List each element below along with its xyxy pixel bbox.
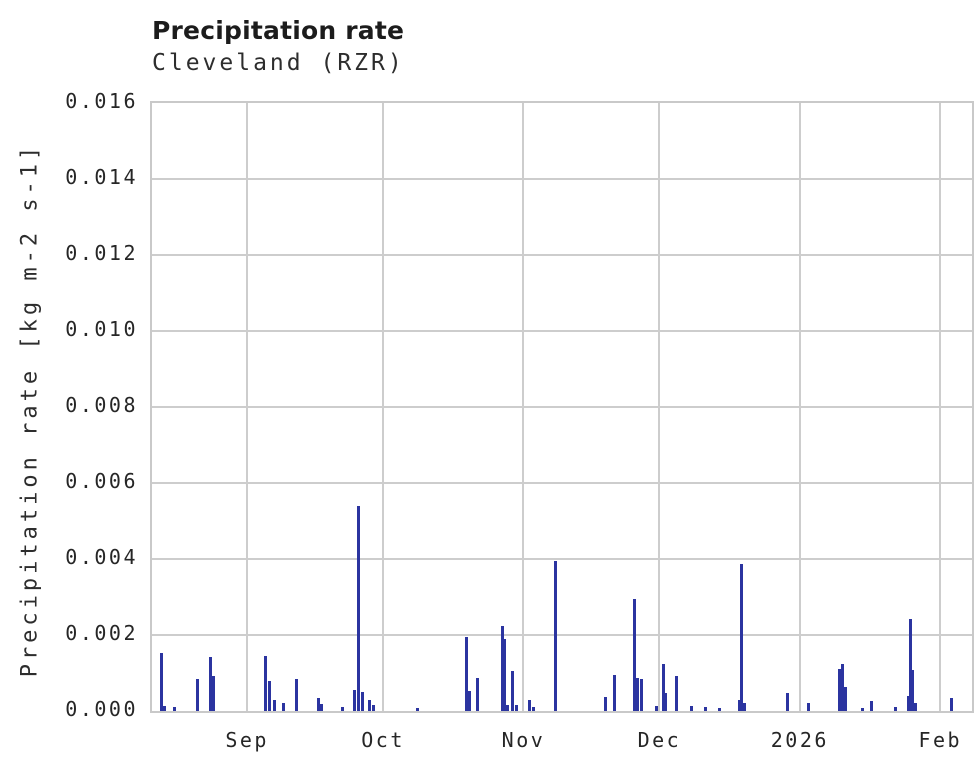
x-tick-label: 2026 bbox=[770, 728, 829, 752]
chart-title: Precipitation rate bbox=[152, 16, 405, 45]
precipitation-bar bbox=[613, 674, 617, 711]
precipitation-bar bbox=[281, 703, 285, 711]
precipitation-bar bbox=[554, 560, 558, 711]
precipitation-bar bbox=[675, 675, 679, 711]
precipitation-bar bbox=[742, 703, 746, 711]
precipitation-bar bbox=[209, 656, 213, 711]
precipitation-bar bbox=[718, 707, 722, 711]
y-tick-label: 0.004 bbox=[65, 545, 138, 569]
precipitation-bar bbox=[173, 707, 177, 711]
precipitation-bar bbox=[195, 679, 199, 711]
precipitation-bar bbox=[633, 599, 637, 711]
y-tick-label: 0.012 bbox=[65, 241, 138, 265]
precipitation-bar bbox=[316, 697, 320, 711]
precipitation-bar bbox=[367, 700, 371, 711]
precipitation-bar bbox=[843, 687, 847, 711]
chart-subtitle: Cleveland (RZR) bbox=[152, 50, 405, 76]
precipitation-bar bbox=[467, 690, 471, 711]
y-tick-label: 0.008 bbox=[65, 393, 138, 417]
precipitation-bar bbox=[159, 653, 163, 711]
precipitation-bar bbox=[320, 704, 324, 711]
precipitation-bar bbox=[639, 678, 643, 711]
gridline-horizontal bbox=[152, 178, 972, 180]
precipitation-bar bbox=[740, 564, 744, 711]
precipitation-bar bbox=[503, 638, 507, 711]
gridline-horizontal bbox=[152, 254, 972, 256]
precipitation-bar bbox=[268, 681, 272, 711]
precipitation-bar bbox=[785, 692, 789, 711]
precipitation-bar bbox=[340, 707, 344, 711]
precipitation-bar bbox=[356, 505, 360, 711]
precipitation-bar bbox=[838, 669, 842, 711]
gridline-horizontal bbox=[152, 406, 972, 408]
precipitation-bar bbox=[212, 676, 216, 711]
x-tick-label: Sep bbox=[225, 728, 269, 752]
plot-area bbox=[150, 101, 974, 713]
y-axis-tick-labels: 0.000 0.002 0.004 0.006 0.008 0.010 0.012 0.014… bbox=[0, 91, 138, 719]
y-tick-label: 0.016 bbox=[65, 89, 138, 113]
precipitation-bar bbox=[893, 707, 897, 711]
precipitation-bar bbox=[465, 636, 469, 711]
precipitation-bar bbox=[352, 690, 356, 711]
precipitation-bar bbox=[655, 706, 659, 711]
y-tick-label: 0.010 bbox=[65, 317, 138, 341]
precipitation-bar bbox=[361, 692, 365, 711]
x-tick-label: Nov bbox=[501, 728, 546, 752]
precipitation-bar bbox=[860, 707, 864, 711]
y-tick-label: 0.006 bbox=[65, 469, 138, 493]
precipitation-bar bbox=[263, 655, 267, 711]
precipitation-bar bbox=[806, 703, 810, 711]
precipitation-bar bbox=[635, 677, 639, 711]
precipitation-bar bbox=[664, 692, 668, 711]
gridline-vertical bbox=[798, 103, 801, 711]
precipitation-bar bbox=[505, 704, 509, 711]
y-tick-label: 0.002 bbox=[65, 621, 138, 645]
precipitation-bar bbox=[690, 705, 694, 711]
precipitation-bar bbox=[604, 696, 608, 711]
precipitation-bar bbox=[372, 705, 376, 711]
precipitation-bar bbox=[906, 695, 910, 711]
precipitation-bar bbox=[704, 707, 708, 711]
gridline-vertical bbox=[939, 103, 942, 711]
gridline-horizontal bbox=[152, 558, 972, 560]
precipitation-bar bbox=[511, 671, 515, 711]
precipitation-bar bbox=[416, 707, 420, 711]
x-tick-label: Oct bbox=[361, 728, 405, 752]
precipitation-bar bbox=[501, 626, 505, 711]
y-tick-label: 0.000 bbox=[65, 697, 138, 721]
x-tick-label: Dec bbox=[637, 728, 682, 752]
precipitation-bar bbox=[476, 677, 480, 711]
precipitation-bar bbox=[515, 705, 519, 711]
precipitation-bar bbox=[295, 678, 299, 711]
gridline-vertical bbox=[658, 103, 661, 711]
y-tick-label: 0.014 bbox=[65, 165, 138, 189]
precipitation-bar bbox=[911, 670, 915, 711]
gridline-vertical bbox=[246, 103, 249, 711]
precipitation-bar bbox=[162, 706, 166, 711]
gridline-horizontal bbox=[152, 482, 972, 484]
precipitation-bar bbox=[870, 700, 874, 711]
gridline-vertical bbox=[382, 103, 385, 711]
precipitation-bar bbox=[737, 699, 741, 711]
x-axis-tick-labels: Sep Oct Nov Dec 2026 Feb bbox=[150, 726, 974, 760]
gridline-vertical bbox=[522, 103, 525, 711]
gridline-horizontal bbox=[152, 634, 972, 636]
precipitation-bar bbox=[949, 697, 953, 711]
precipitation-bar bbox=[527, 699, 531, 711]
precipitation-bar bbox=[840, 663, 844, 711]
gridline-horizontal bbox=[152, 330, 972, 332]
precipitation-bar bbox=[532, 707, 536, 711]
x-tick-label: Feb bbox=[918, 728, 963, 752]
precipitation-bar bbox=[913, 703, 917, 711]
precipitation-bar bbox=[272, 699, 276, 711]
precipitation-bar bbox=[661, 664, 665, 711]
precipitation-bar bbox=[909, 619, 913, 711]
